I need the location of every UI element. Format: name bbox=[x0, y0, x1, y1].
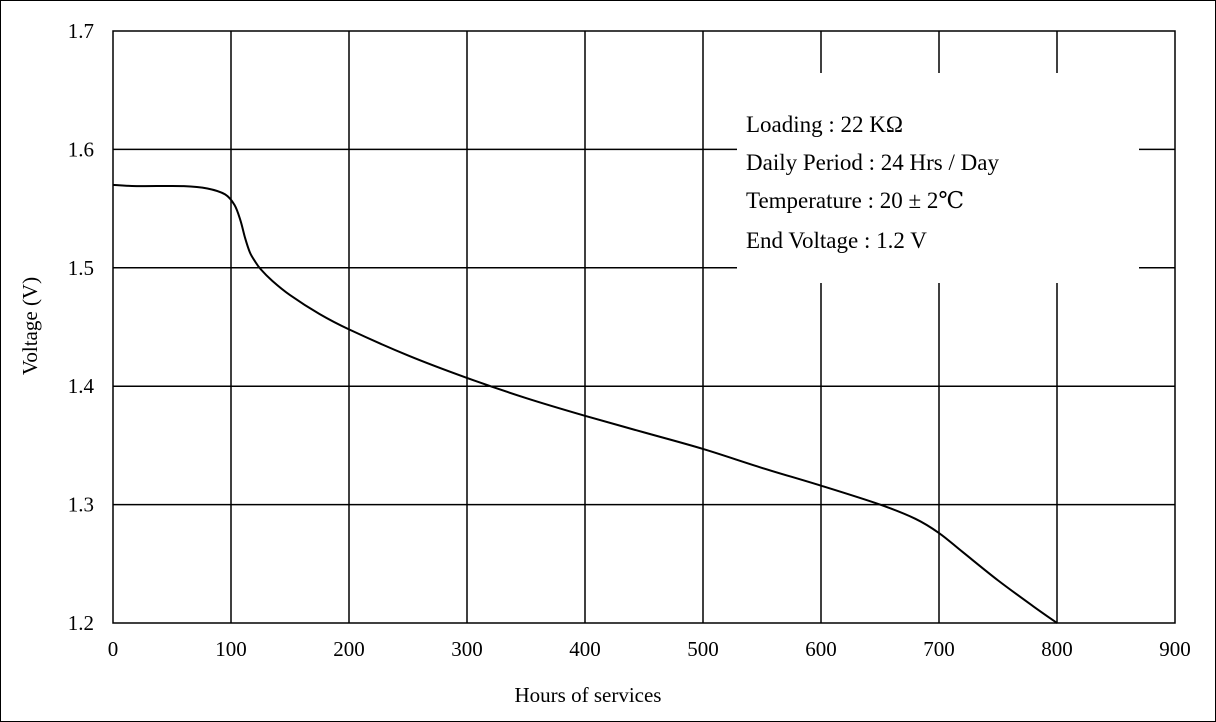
y-tick-label: 1.4 bbox=[68, 374, 95, 398]
x-tick-label: 100 bbox=[215, 637, 247, 661]
x-tick-label: 900 bbox=[1159, 637, 1191, 661]
y-tick-label: 1.5 bbox=[68, 256, 94, 280]
y-axis-title: Voltage (V) bbox=[18, 277, 42, 375]
x-tick-label: 400 bbox=[569, 637, 601, 661]
x-tick-label: 200 bbox=[333, 637, 365, 661]
voltage-series-line bbox=[112, 183, 1058, 624]
y-tick-label: 1.2 bbox=[68, 611, 94, 635]
annotation-temperature: Temperature : 20 ± 2℃ bbox=[746, 188, 964, 213]
x-tick-labels: 0 100 200 300 400 500 600 700 800 900 bbox=[108, 637, 1191, 661]
x-tick-label: 300 bbox=[451, 637, 483, 661]
y-tick-label: 1.7 bbox=[68, 19, 94, 43]
annotation-loading: Loading : 22 KΩ bbox=[746, 112, 903, 137]
x-tick-label: 0 bbox=[108, 637, 119, 661]
annotation-background bbox=[737, 73, 1139, 283]
x-tick-label: 600 bbox=[805, 637, 837, 661]
annotation-box: Loading : 22 KΩ Daily Period : 24 Hrs / … bbox=[737, 73, 1139, 283]
x-tick-label: 500 bbox=[687, 637, 719, 661]
x-tick-label: 700 bbox=[923, 637, 955, 661]
annotation-daily-period: Daily Period : 24 Hrs / Day bbox=[746, 150, 999, 175]
y-tick-label: 1.3 bbox=[68, 493, 94, 517]
annotation-end-voltage: End Voltage : 1.2 V bbox=[746, 228, 927, 253]
series-group bbox=[112, 183, 1058, 624]
x-axis-title: Hours of services bbox=[515, 683, 662, 707]
x-tick-label: 800 bbox=[1041, 637, 1073, 661]
y-tick-labels: 1.2 1.3 1.4 1.5 1.6 1.7 bbox=[68, 19, 95, 635]
y-tick-label: 1.6 bbox=[68, 137, 94, 161]
plot-area-border bbox=[112, 30, 1176, 624]
